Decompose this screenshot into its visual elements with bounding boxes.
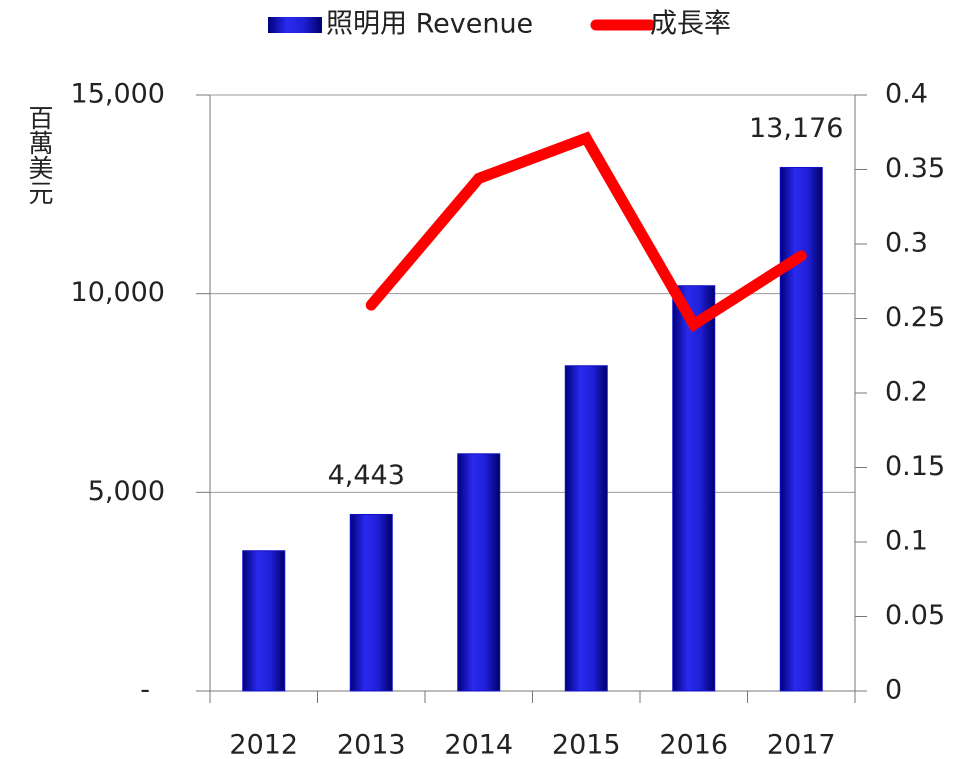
y2-tick-label: 0 [885,675,902,706]
x-tick-label: 2013 [337,730,406,759]
x-tick-label: 2015 [552,730,621,759]
y2-tick-label: 0.3 [885,228,928,259]
y-tick-label: 10,000 [71,277,165,308]
legend-label: 照明用 Revenue [326,9,533,40]
y-axis-label: 百萬美元 [25,105,54,205]
bar [564,365,608,692]
x-tick-label: 2016 [659,730,728,759]
y2-tick-label: 0.1 [885,526,928,557]
y-tick-label: - [140,675,150,706]
x-tick-label: 2012 [229,730,298,759]
y2-tick-label: 0.15 [885,451,945,482]
bar [349,513,393,692]
legend-label: 成長率 [650,9,731,40]
y-tick-label: 5,000 [88,476,165,507]
y2-tick-label: 0.05 [885,600,945,631]
x-tick-label: 2014 [444,730,513,759]
y-tick-label: 15,000 [71,79,165,110]
data-label: 4,443 [328,460,405,491]
y2-tick-label: 0.4 [885,79,928,110]
bar [672,285,716,692]
y2-tick-label: 0.25 [885,302,945,333]
bar [242,550,286,692]
x-tick-label: 2017 [767,730,836,759]
line [365,131,807,333]
y2-tick-label: 0.35 [885,153,945,184]
bar [779,166,823,692]
data-label: 13,176 [749,113,843,144]
y2-tick-label: 0.2 [885,377,928,408]
bar [457,453,501,692]
legend-swatch [268,17,322,33]
